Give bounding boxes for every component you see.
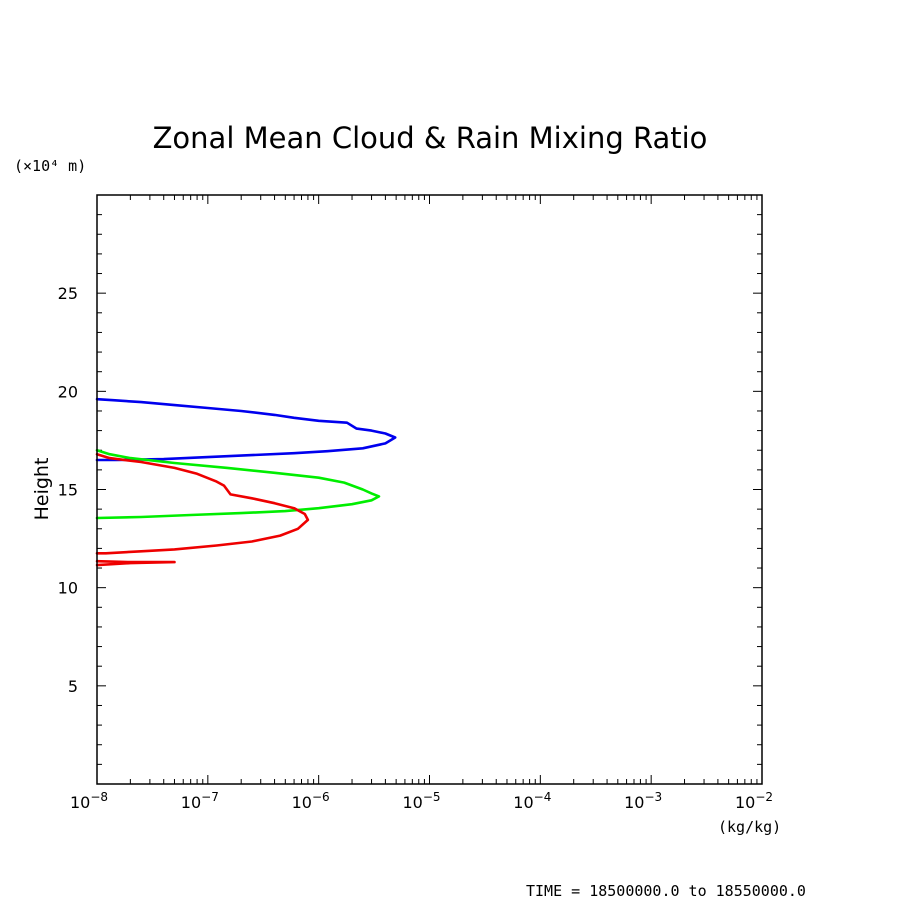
y-tick-label: 25 [58, 284, 78, 303]
footer-time: TIME = 18500000.0 to 18550000.0 [526, 882, 806, 900]
plot-frame [96, 194, 763, 785]
series-line-2 [95, 448, 381, 520]
y-tick-label: 5 [68, 677, 78, 696]
y-tick-label: 15 [58, 481, 78, 500]
x-tick-label: 10−8 [70, 790, 108, 812]
y-axis-label: Height [31, 458, 53, 521]
x-tick-label: 10−7 [181, 790, 219, 812]
x-tick-label: 10−6 [292, 790, 330, 812]
x-tick-label: 10−4 [513, 790, 551, 812]
y-tick-label: 20 [58, 382, 78, 401]
chart-title: Zonal Mean Cloud & Rain Mixing Ratio [153, 121, 708, 155]
series-line-3 [95, 452, 310, 555]
x-unit: (kg/kg) [718, 818, 781, 836]
x-tick-label: 10−2 [735, 790, 773, 812]
series-group [95, 397, 397, 567]
x-tick-label: 10−5 [402, 790, 440, 812]
series-line-1 [95, 397, 397, 462]
y-unit: (×10⁴ m) [14, 157, 86, 175]
x-tick-label: 10−3 [624, 790, 662, 812]
series-line-4 [95, 559, 176, 567]
axis-ticks: 5 10 15 20 25 10−8 10−7 10−6 10−5 10−4 10−3 10−2 [58, 195, 773, 812]
y-tick-label: 10 [58, 579, 78, 598]
